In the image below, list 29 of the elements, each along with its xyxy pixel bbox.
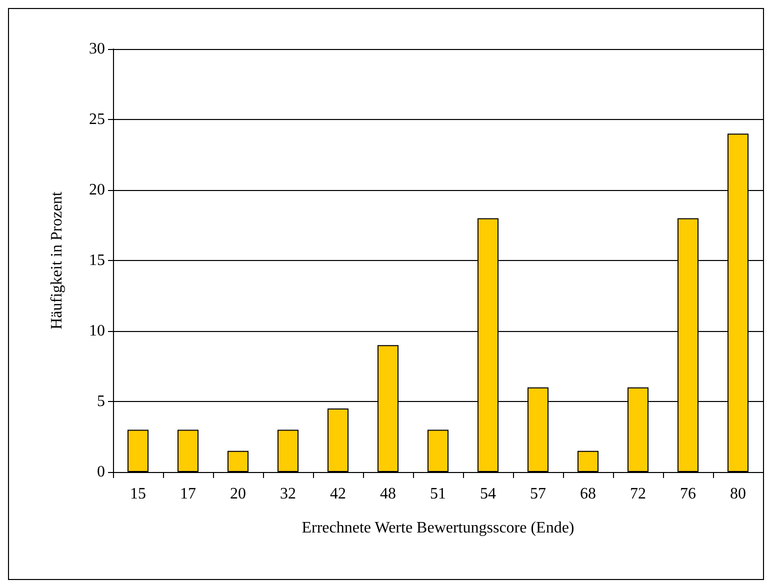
y-tick-label: 25 — [89, 111, 105, 128]
bar — [128, 430, 148, 472]
x-tick-label: 54 — [480, 486, 496, 502]
x-tick-label: 15 — [130, 486, 146, 502]
x-tick-label: 68 — [580, 486, 596, 502]
y-axis-title: Häufigkeit in Prozent — [48, 191, 66, 330]
x-tick-label: 57 — [530, 486, 546, 502]
x-tick-label: 48 — [380, 486, 396, 502]
x-axis-title: Errechnete Werte Bewertungsscore (Ende) — [302, 520, 574, 536]
y-tick-label: 20 — [89, 182, 105, 198]
bar — [228, 450, 248, 472]
bar — [578, 450, 598, 472]
bar — [178, 430, 198, 472]
x-tick-label: 51 — [430, 486, 446, 502]
bar — [328, 408, 348, 472]
x-tick-label: 32 — [280, 486, 296, 502]
x-tick-label: 17 — [180, 486, 196, 502]
bar — [278, 430, 298, 472]
y-tick-label: 30 — [89, 40, 105, 58]
y-tick-label: 10 — [89, 322, 105, 340]
y-tick-label: 15 — [89, 252, 105, 269]
y-tick-label: 5 — [97, 393, 105, 410]
x-tick-label: 42 — [330, 486, 346, 502]
bar — [428, 430, 448, 472]
y-tick-label: 0 — [97, 464, 105, 480]
x-tick-label: 80 — [730, 486, 746, 502]
x-tick-label: 20 — [230, 486, 246, 502]
x-tick-label: 76 — [680, 486, 696, 502]
x-tick-label: 72 — [630, 486, 646, 502]
